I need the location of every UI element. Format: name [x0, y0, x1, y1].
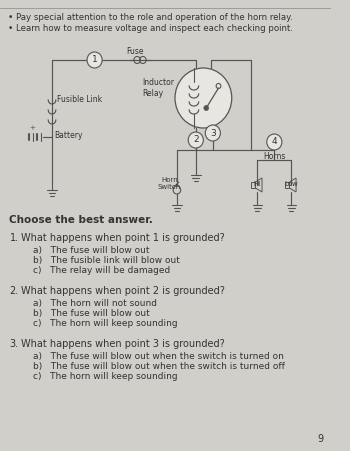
Text: a)   The horn will not sound: a) The horn will not sound — [33, 299, 157, 308]
Text: What happens when point 3 is grounded?: What happens when point 3 is grounded? — [21, 339, 225, 349]
Text: What happens when point 1 is grounded?: What happens when point 1 is grounded? — [21, 233, 225, 243]
Circle shape — [188, 132, 203, 148]
Circle shape — [175, 68, 232, 128]
Text: 1: 1 — [92, 55, 97, 64]
Text: Horns: Horns — [263, 152, 286, 161]
Text: c)   The horn will keep sounding: c) The horn will keep sounding — [33, 319, 178, 328]
Text: Learn how to measure voltage and inspect each checking point.: Learn how to measure voltage and inspect… — [16, 24, 293, 33]
Text: 2: 2 — [193, 135, 198, 144]
Text: Choose the best answer.: Choose the best answer. — [9, 215, 153, 225]
Text: 3.: 3. — [9, 339, 19, 349]
Circle shape — [205, 125, 220, 141]
Text: 3: 3 — [210, 129, 216, 138]
Text: •: • — [8, 13, 13, 22]
Text: 2.: 2. — [9, 286, 19, 296]
Text: Pay special attention to the role and operation of the horn relay.: Pay special attention to the role and op… — [16, 13, 293, 22]
Text: Horn
Switch: Horn Switch — [158, 177, 181, 190]
Text: Low: Low — [285, 181, 298, 187]
Text: b)   The fuse will blow out: b) The fuse will blow out — [33, 309, 150, 318]
Circle shape — [267, 134, 282, 150]
Circle shape — [204, 106, 209, 110]
Text: b)   The fuse will blow out when the switch is turned off: b) The fuse will blow out when the switc… — [33, 362, 285, 371]
Text: Inductor
Relay: Inductor Relay — [142, 78, 174, 98]
Text: 1.: 1. — [9, 233, 19, 243]
Text: Fusible Link: Fusible Link — [57, 96, 102, 105]
Text: Hi: Hi — [254, 181, 261, 187]
Text: +: + — [29, 125, 35, 131]
Text: What happens when point 2 is grounded?: What happens when point 2 is grounded? — [21, 286, 225, 296]
Text: c)   The relay will be damaged: c) The relay will be damaged — [33, 266, 170, 275]
Text: b)   The fusible link will blow out: b) The fusible link will blow out — [33, 256, 180, 265]
Text: a)   The fuse will blow out: a) The fuse will blow out — [33, 246, 149, 255]
Text: Battery: Battery — [54, 132, 82, 141]
Text: Fuse: Fuse — [126, 47, 144, 56]
Text: •: • — [8, 24, 13, 33]
Text: a)   The fuse will blow out when the switch is turned on: a) The fuse will blow out when the switc… — [33, 352, 284, 361]
Text: 9: 9 — [317, 434, 323, 444]
Text: c)   The horn will keep sounding: c) The horn will keep sounding — [33, 372, 178, 381]
Circle shape — [87, 52, 102, 68]
Text: 4: 4 — [272, 138, 277, 147]
